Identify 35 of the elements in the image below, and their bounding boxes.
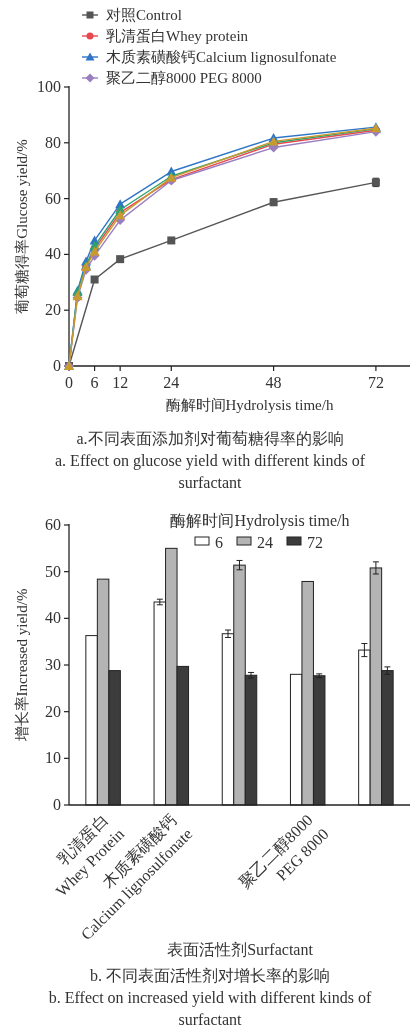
x-tick-label: 72 [367, 374, 384, 391]
legend-label: 木质素磺酸钙Calcium lignosulfonate [106, 49, 337, 65]
x-tick-label: 6 [90, 374, 99, 391]
y-tick-label: 0 [53, 796, 61, 813]
text: a. Effect on glucose yield with different kinds of surfactant [54, 451, 366, 493]
y-tick-label: 40 [45, 245, 61, 263]
x-axis-title: 表面活性剂Surfactant [167, 941, 314, 958]
x-tick-label: 48 [265, 374, 282, 391]
x-axis-title: 酶解时间Hydrolysis time/h [165, 397, 334, 413]
legend-label: 乳清蛋白Whey protein [106, 28, 249, 44]
legend-title: 酶解时间Hydrolysis time/h [170, 512, 350, 530]
x-tick-label: 0 [65, 374, 73, 391]
y-tick-label: 100 [37, 78, 61, 95]
y-axis-title: 增长率Increased yield/% [14, 588, 30, 743]
legend-label: 对照Control [106, 7, 182, 23]
y-tick-label: 20 [45, 301, 61, 319]
y-axis-title: 葡萄糖得率Glucose yield/% [14, 139, 30, 314]
y-tick-label: 10 [45, 749, 61, 767]
y-tick-label: 60 [45, 516, 61, 533]
legend-label: 6 [215, 534, 223, 551]
y-tick-label: 60 [45, 189, 61, 207]
y-tick-label: 30 [45, 656, 61, 673]
legend-label: 72 [307, 534, 323, 551]
legend-label: 24 [257, 534, 273, 551]
y-tick-label: 40 [45, 609, 61, 627]
y-tick-label: 0 [53, 357, 61, 374]
x-tick-label: 24 [163, 374, 180, 391]
text: b. 不同表面活性剂对增长率的影响 [89, 966, 331, 986]
legend-label: 聚乙二醇8000 PEG 8000 [106, 70, 262, 86]
y-tick-label: 50 [45, 562, 61, 580]
x-tick-label: 12 [112, 374, 129, 391]
text: a.不同表面添加剂对葡萄糖得率的影响 [75, 429, 345, 449]
text: b. Effect on increased yield with different kinds of surfactant [47, 988, 373, 1030]
y-tick-label: 20 [45, 702, 61, 720]
y-tick-label: 80 [45, 133, 61, 151]
